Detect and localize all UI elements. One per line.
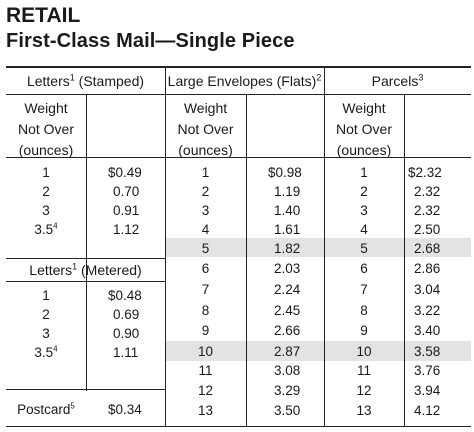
postcard-price: $0.34 [108, 402, 142, 417]
table-row: 5 [360, 241, 368, 256]
table-row: 2.87 [274, 344, 301, 359]
table-row: 13 [356, 403, 372, 418]
table-row: 0.69 [113, 307, 140, 322]
postcard-rule [6, 389, 165, 390]
shaded-row-5 [166, 238, 471, 257]
parcels-header: Parcels3 [371, 72, 424, 89]
table-row: 2.86 [414, 261, 441, 276]
table-row: 2.32 [414, 203, 441, 218]
table-row: 11 [356, 363, 371, 378]
table-row: 9 [360, 323, 368, 338]
table-row: 1.82 [274, 241, 301, 256]
table-row: 12 [356, 383, 372, 398]
table-row: 0.91 [113, 203, 140, 218]
table-row: 3.58 [414, 344, 441, 359]
rate-table: Letters1 (Stamped) Large Envelopes (Flat… [6, 66, 471, 427]
table-row: 1.12 [113, 222, 140, 237]
table-row: 3.29 [274, 383, 301, 398]
divider-flats-parcels [324, 68, 325, 426]
large-envelopes-header: Large Envelopes (Flats)2 [167, 72, 322, 89]
table-row: 11 [198, 363, 213, 378]
table-row: 1 [360, 165, 368, 180]
weight-header-parcels: Weight Not Over (ounces) [335, 100, 392, 158]
table-row: 2 [42, 184, 50, 199]
page-title: RETAIL [6, 4, 81, 27]
table-row: 2 [201, 184, 210, 199]
metered-bottom-rule [6, 281, 165, 282]
table-row: 3.22 [414, 303, 441, 318]
weight-header-flats: Weight Not Over (ounces) [177, 100, 234, 158]
divider-parcels-weight [404, 95, 405, 426]
table-row: 3.04 [414, 282, 441, 297]
table-row: 4.12 [414, 403, 441, 418]
table-row: 3.08 [274, 363, 301, 378]
table-row: 0.70 [113, 184, 140, 199]
table-row: 0.90 [113, 326, 140, 341]
table-row: 5 [201, 241, 210, 256]
table-row: 3.54 [34, 344, 58, 360]
table-row: 4 [201, 222, 210, 237]
shaded-row-10 [166, 341, 471, 361]
table-row: $0.49 [108, 165, 142, 180]
table-row: 3 [360, 203, 368, 218]
table-row: 1 [42, 165, 50, 180]
table-row: 1 [42, 288, 50, 303]
table-row: 7 [360, 282, 368, 297]
table-row: 7 [201, 282, 210, 297]
table-row: 10 [356, 344, 372, 359]
table-row: 2.66 [274, 323, 301, 338]
letters-stamped-header: Letters1 (Stamped) [26, 72, 145, 89]
table-row: 13 [197, 403, 214, 418]
table-row: 1.11 [113, 345, 139, 360]
table-row: 8 [201, 303, 210, 318]
table-row: 1 [201, 165, 210, 180]
table-row: 3.94 [414, 383, 441, 398]
table-row: 6 [201, 261, 210, 276]
table-row: 2.68 [414, 241, 441, 256]
table-row: 2 [42, 307, 50, 322]
table-row: 3.76 [414, 363, 441, 378]
table-row: 4 [360, 222, 368, 237]
table-row: 3.54 [34, 221, 58, 237]
table-row: 2.32 [414, 184, 441, 199]
table-row: 3.50 [274, 403, 301, 418]
table-row: 3 [42, 203, 50, 218]
table-row: 1.40 [274, 203, 301, 218]
divider-letters-flats [165, 68, 166, 426]
weight-header-letters: Weight Not Over (ounces) [17, 100, 74, 158]
table-row: 2.45 [274, 303, 301, 318]
table-row: 3.40 [414, 323, 441, 338]
table-row: 8 [360, 303, 368, 318]
table-row: 9 [201, 323, 210, 338]
table-row: $0.48 [108, 288, 142, 303]
table-row: 12 [197, 383, 214, 398]
weight-header-rule [6, 157, 471, 158]
table-row: 1.61 [274, 222, 301, 237]
table-row: 2 [360, 184, 368, 199]
table-row: $0.98 [268, 165, 302, 180]
table-row: 6 [360, 261, 368, 276]
table-row: 2.24 [274, 282, 301, 297]
header-rule [6, 94, 471, 95]
table-row: 1.19 [274, 184, 301, 199]
divider-letters-weight [86, 95, 87, 391]
table-row: 2.50 [414, 222, 441, 237]
metered-top-rule [6, 258, 165, 259]
page-subtitle: First-Class Mail—Single Piece [6, 30, 295, 52]
letters-metered-header: Letters1 (Metered) [29, 261, 142, 278]
table-row: 10 [197, 344, 214, 359]
divider-flats-weight [246, 95, 247, 426]
postcard-label: Postcard5 [17, 401, 75, 417]
table-row: 3 [42, 326, 50, 341]
table-row: $2.32 [408, 165, 442, 180]
table-row: 3 [201, 203, 210, 218]
table-row: 2.03 [274, 261, 301, 276]
